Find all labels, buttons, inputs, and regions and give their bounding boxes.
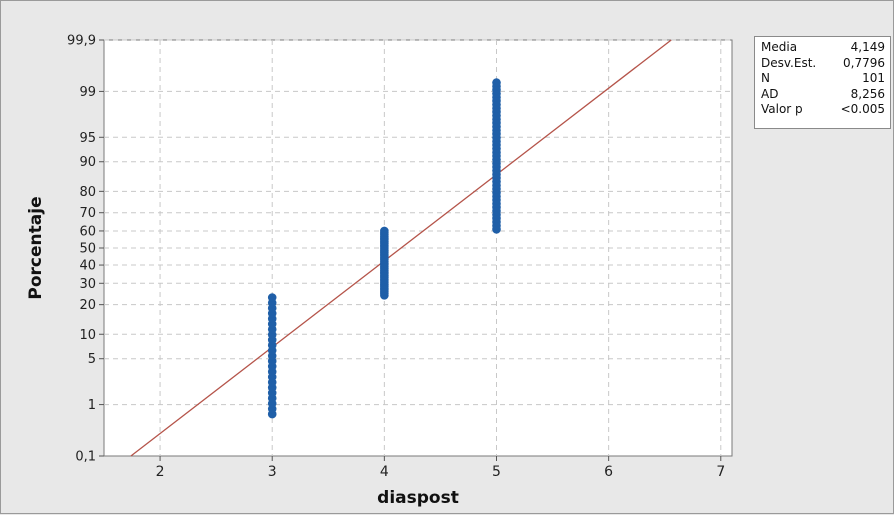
y-tick-label: 50 [79, 242, 96, 257]
x-tick-label: 6 [604, 464, 613, 480]
y-tick-label: 20 [79, 298, 96, 313]
stat-value: 101 [862, 71, 885, 85]
stat-label: Desv.Est. [761, 55, 817, 70]
y-tick-label: 80 [79, 185, 96, 200]
x-tick-label: 2 [156, 464, 165, 480]
x-tick-label: 4 [380, 464, 389, 480]
y-tick-label: 30 [79, 277, 96, 292]
stat-row: Media 4,149 [761, 40, 885, 56]
x-tick-label: 5 [492, 464, 501, 480]
stat-label: AD [761, 86, 779, 101]
y-tick-label: 0,1 [75, 450, 96, 465]
data-point [267, 293, 277, 302]
y-tick-label: 1 [88, 398, 96, 413]
x-tick-label: 3 [268, 464, 277, 480]
y-tick-label: 99,9 [67, 34, 96, 49]
stat-row: AD 8,256 [761, 87, 885, 103]
stat-value: 8,256 [850, 86, 885, 101]
stat-value: <0.005 [840, 102, 885, 116]
fit-line-layer [130, 39, 672, 457]
data-point [380, 226, 389, 236]
y-tick-label: 5 [88, 352, 96, 367]
y-tick-label: 90 [79, 155, 96, 170]
y-tick-label: 10 [79, 328, 96, 343]
stat-value: 4,149 [850, 40, 885, 54]
stat-label: Media [761, 40, 798, 54]
stat-row: Valor p <0.005 [761, 102, 885, 118]
data-point [492, 78, 501, 87]
stat-label: N [761, 71, 770, 85]
y-axis-label: Porcentaje [26, 196, 46, 299]
data-points [267, 78, 501, 419]
y-tick-label: 60 [79, 224, 96, 239]
stat-label: Valor p [761, 102, 803, 116]
axis-ticks: 0,1 1 5 10 20 30 40 50 60 70 80 90 95 99 99,9 2 3 4 5 6 7 [67, 34, 725, 481]
y-tick-label: 70 [79, 206, 96, 221]
stat-row: N 101 [761, 71, 885, 87]
y-tick-label: 40 [79, 259, 96, 274]
statistics-legend: Media 4,149 Desv.Est. 0,7796 N 101 AD 8,256 Valo… [754, 36, 891, 129]
stat-row: Desv.Est. 0,7796 [761, 56, 885, 72]
fit-line [130, 39, 672, 457]
y-tick-label: 99 [79, 85, 96, 100]
y-tick-label: 95 [79, 131, 96, 146]
x-tick-label: 7 [716, 464, 725, 480]
stat-value: 0,7796 [843, 55, 885, 70]
x-axis-label: diaspost [377, 488, 459, 508]
